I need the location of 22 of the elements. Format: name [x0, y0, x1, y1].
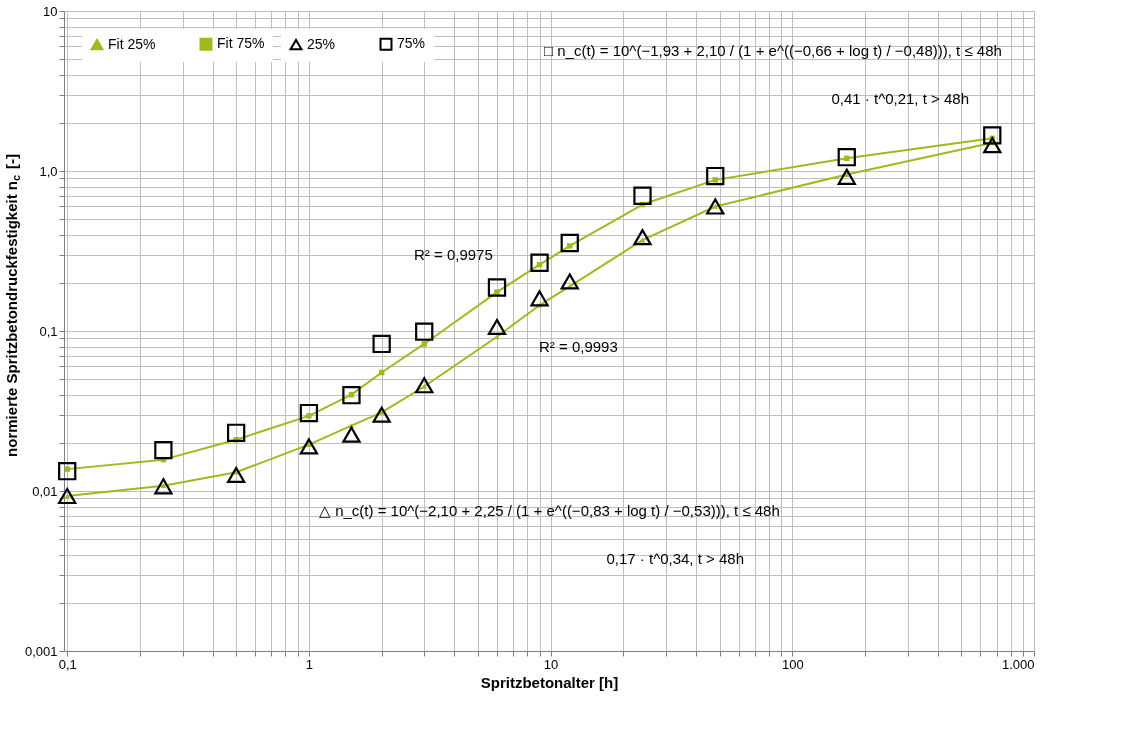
y-tick-label: 1,0	[39, 163, 58, 179]
y-tick-label: 0,01	[32, 483, 58, 499]
y-tick-label: 0,001	[24, 643, 58, 659]
annotation: △ n_c(t) = 10^(−2,10 + 2,25 / (1 + e^((−0,83 + log t) / −0,53))), t ≤ 48h	[319, 502, 780, 519]
legend-label: 75%	[397, 35, 426, 52]
annotation: 0,41 · t^0,21, t > 48h	[831, 90, 969, 107]
annotation: R² = 0,9975	[414, 246, 493, 263]
x-tick-label: 10	[543, 656, 559, 672]
annotation: R² = 0,9993	[539, 338, 618, 355]
legend-label: 25%	[307, 35, 336, 52]
legend-label: Fit 75%	[217, 35, 265, 52]
y-axis-title: normierte Spritzbetondruckfestigkeit nc [-]	[3, 154, 22, 457]
annotation: □ n_c(t) = 10^(−1,93 + 2,10 / (1 + e^((−0,66 + log t) / −0,48))), t ≤ 48h	[544, 42, 1002, 59]
x-tick-label: 100	[781, 656, 804, 672]
legend-label: Fit 25%	[108, 35, 156, 52]
x-tick-label: 1	[305, 656, 314, 672]
x-tick-label: 0,1	[58, 656, 77, 672]
x-axis-title: Spritzbetonalter [h]	[480, 673, 619, 691]
y-tick-label: 0,1	[39, 323, 58, 339]
x-tick-label: 1.000	[1001, 656, 1035, 672]
y-tick-label: 10	[43, 3, 58, 19]
annotation: 0,17 · t^0,34, t > 48h	[606, 550, 744, 567]
